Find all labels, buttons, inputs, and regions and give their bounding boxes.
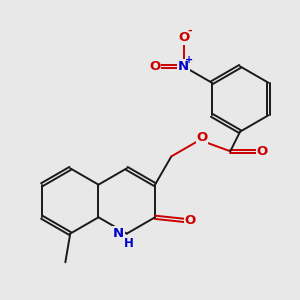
Text: -: - — [188, 26, 192, 36]
Text: O: O — [178, 31, 189, 44]
Text: O: O — [196, 131, 208, 144]
Text: O: O — [257, 145, 268, 158]
Text: N: N — [113, 227, 124, 240]
Text: N: N — [178, 60, 189, 73]
Text: O: O — [185, 214, 196, 227]
Text: O: O — [149, 60, 160, 73]
Text: +: + — [185, 55, 193, 65]
Text: H: H — [124, 237, 134, 250]
